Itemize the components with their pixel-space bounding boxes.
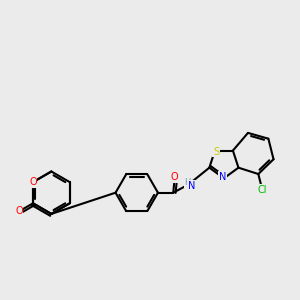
Text: N: N <box>219 172 226 182</box>
Text: H: H <box>184 178 191 187</box>
Text: O: O <box>171 172 178 182</box>
Text: O: O <box>15 206 23 216</box>
Text: N: N <box>188 181 195 190</box>
Text: S: S <box>213 147 219 157</box>
Text: Cl: Cl <box>257 185 267 195</box>
Text: O: O <box>29 177 37 187</box>
